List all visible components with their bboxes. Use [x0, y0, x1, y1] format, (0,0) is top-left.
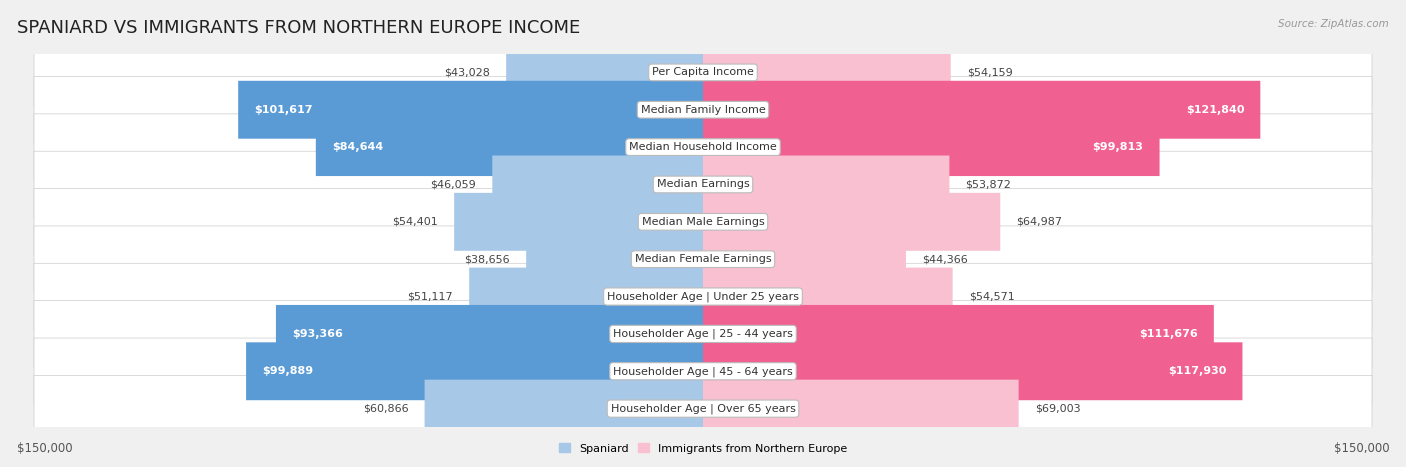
- Text: Median Family Income: Median Family Income: [641, 105, 765, 115]
- Text: $121,840: $121,840: [1185, 105, 1244, 115]
- Text: $150,000: $150,000: [1333, 442, 1389, 455]
- Text: Householder Age | Under 25 years: Householder Age | Under 25 years: [607, 291, 799, 302]
- FancyBboxPatch shape: [703, 156, 949, 213]
- Text: $111,676: $111,676: [1139, 329, 1198, 339]
- Legend: Spaniard, Immigrants from Northern Europe: Spaniard, Immigrants from Northern Europ…: [555, 439, 851, 458]
- FancyBboxPatch shape: [425, 380, 703, 438]
- Text: $54,571: $54,571: [969, 291, 1014, 302]
- FancyBboxPatch shape: [506, 43, 703, 101]
- FancyBboxPatch shape: [526, 230, 703, 288]
- FancyBboxPatch shape: [246, 342, 703, 400]
- Text: $51,117: $51,117: [408, 291, 453, 302]
- FancyBboxPatch shape: [454, 193, 703, 251]
- FancyBboxPatch shape: [703, 268, 953, 325]
- Text: $117,930: $117,930: [1168, 366, 1226, 376]
- Text: $84,644: $84,644: [332, 142, 382, 152]
- Text: $54,401: $54,401: [392, 217, 439, 227]
- FancyBboxPatch shape: [34, 189, 1372, 255]
- Text: $46,059: $46,059: [430, 179, 477, 190]
- Text: $38,656: $38,656: [464, 254, 510, 264]
- FancyBboxPatch shape: [703, 43, 950, 101]
- FancyBboxPatch shape: [470, 268, 703, 325]
- FancyBboxPatch shape: [34, 301, 1372, 367]
- FancyBboxPatch shape: [703, 81, 1260, 139]
- Text: $150,000: $150,000: [17, 442, 73, 455]
- Text: $44,366: $44,366: [922, 254, 967, 264]
- FancyBboxPatch shape: [34, 39, 1372, 106]
- Text: SPANIARD VS IMMIGRANTS FROM NORTHERN EUROPE INCOME: SPANIARD VS IMMIGRANTS FROM NORTHERN EUR…: [17, 19, 581, 37]
- Text: Householder Age | Over 65 years: Householder Age | Over 65 years: [610, 403, 796, 414]
- FancyBboxPatch shape: [276, 305, 703, 363]
- FancyBboxPatch shape: [703, 380, 1018, 438]
- FancyBboxPatch shape: [34, 263, 1372, 330]
- FancyBboxPatch shape: [34, 151, 1372, 218]
- Text: Source: ZipAtlas.com: Source: ZipAtlas.com: [1278, 19, 1389, 28]
- FancyBboxPatch shape: [34, 114, 1372, 180]
- Text: $101,617: $101,617: [254, 105, 312, 115]
- FancyBboxPatch shape: [238, 81, 703, 139]
- Text: $53,872: $53,872: [966, 179, 1011, 190]
- Text: $99,889: $99,889: [262, 366, 314, 376]
- FancyBboxPatch shape: [703, 193, 1000, 251]
- Text: $69,003: $69,003: [1035, 403, 1080, 414]
- Text: $60,866: $60,866: [363, 403, 409, 414]
- Text: Median Male Earnings: Median Male Earnings: [641, 217, 765, 227]
- Text: Median Household Income: Median Household Income: [628, 142, 778, 152]
- Text: $64,987: $64,987: [1017, 217, 1063, 227]
- Text: Householder Age | 45 - 64 years: Householder Age | 45 - 64 years: [613, 366, 793, 376]
- Text: $43,028: $43,028: [444, 67, 491, 78]
- Text: Median Female Earnings: Median Female Earnings: [634, 254, 772, 264]
- FancyBboxPatch shape: [34, 375, 1372, 442]
- FancyBboxPatch shape: [703, 118, 1160, 176]
- FancyBboxPatch shape: [703, 305, 1213, 363]
- FancyBboxPatch shape: [34, 77, 1372, 143]
- FancyBboxPatch shape: [703, 230, 905, 288]
- Text: $93,366: $93,366: [292, 329, 343, 339]
- Text: $99,813: $99,813: [1092, 142, 1143, 152]
- FancyBboxPatch shape: [703, 342, 1243, 400]
- FancyBboxPatch shape: [316, 118, 703, 176]
- Text: $54,159: $54,159: [967, 67, 1012, 78]
- Text: Per Capita Income: Per Capita Income: [652, 67, 754, 78]
- FancyBboxPatch shape: [492, 156, 703, 213]
- Text: Householder Age | 25 - 44 years: Householder Age | 25 - 44 years: [613, 329, 793, 339]
- FancyBboxPatch shape: [34, 338, 1372, 404]
- Text: Median Earnings: Median Earnings: [657, 179, 749, 190]
- FancyBboxPatch shape: [34, 226, 1372, 292]
